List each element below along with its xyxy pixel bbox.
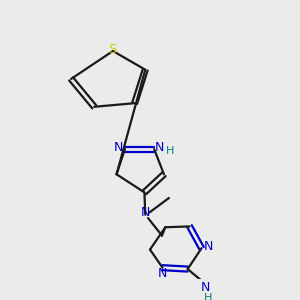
- Text: N: N: [157, 267, 167, 280]
- Text: H: H: [204, 293, 213, 300]
- Text: H: H: [166, 146, 175, 156]
- Text: N: N: [201, 281, 211, 294]
- Text: N: N: [114, 141, 124, 154]
- Text: N: N: [204, 240, 213, 253]
- Text: S: S: [108, 43, 116, 56]
- Text: N: N: [141, 206, 150, 219]
- Text: N: N: [155, 141, 164, 154]
